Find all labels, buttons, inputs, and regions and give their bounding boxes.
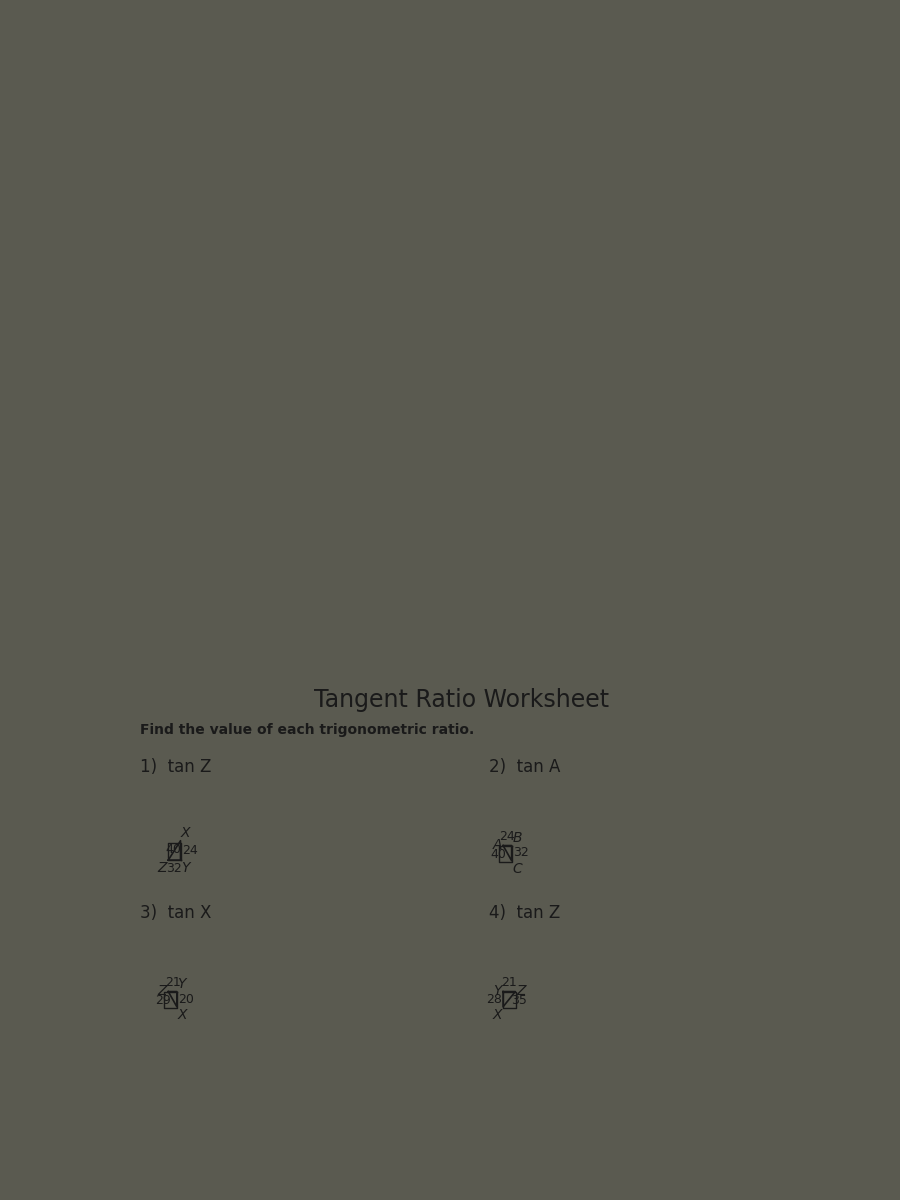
Text: 24: 24 (500, 830, 515, 844)
Text: Y: Y (181, 860, 190, 875)
Text: 32: 32 (513, 846, 529, 859)
Text: 20: 20 (178, 992, 194, 1006)
Text: X: X (181, 826, 190, 840)
Text: Z: Z (516, 984, 526, 998)
Text: Z: Z (158, 984, 167, 998)
Text: Tangent Ratio Worksheet: Tangent Ratio Worksheet (314, 689, 608, 713)
Text: 24: 24 (182, 844, 198, 857)
Text: C: C (512, 862, 522, 876)
Text: 21: 21 (501, 977, 518, 989)
Text: X: X (493, 1008, 502, 1021)
Text: 32: 32 (166, 862, 183, 875)
Text: A: A (492, 839, 502, 852)
Text: 1)  tan Z: 1) tan Z (140, 758, 212, 776)
Text: 40: 40 (166, 844, 181, 857)
Text: 3)  tan X: 3) tan X (140, 904, 212, 922)
Text: X: X (177, 1008, 187, 1021)
Text: 4)  tan Z: 4) tan Z (490, 904, 561, 922)
Text: Z: Z (158, 860, 167, 875)
Text: 28: 28 (486, 992, 501, 1006)
Text: Y: Y (177, 977, 185, 991)
Text: 29: 29 (156, 994, 171, 1007)
Text: 40: 40 (491, 847, 507, 860)
Text: Y: Y (493, 984, 502, 998)
Text: 21: 21 (165, 977, 180, 989)
Text: 35: 35 (511, 994, 527, 1007)
Text: Find the value of each trigonometric ratio.: Find the value of each trigonometric rat… (140, 724, 474, 737)
Text: B: B (512, 830, 522, 845)
Text: 2)  tan A: 2) tan A (490, 758, 561, 776)
